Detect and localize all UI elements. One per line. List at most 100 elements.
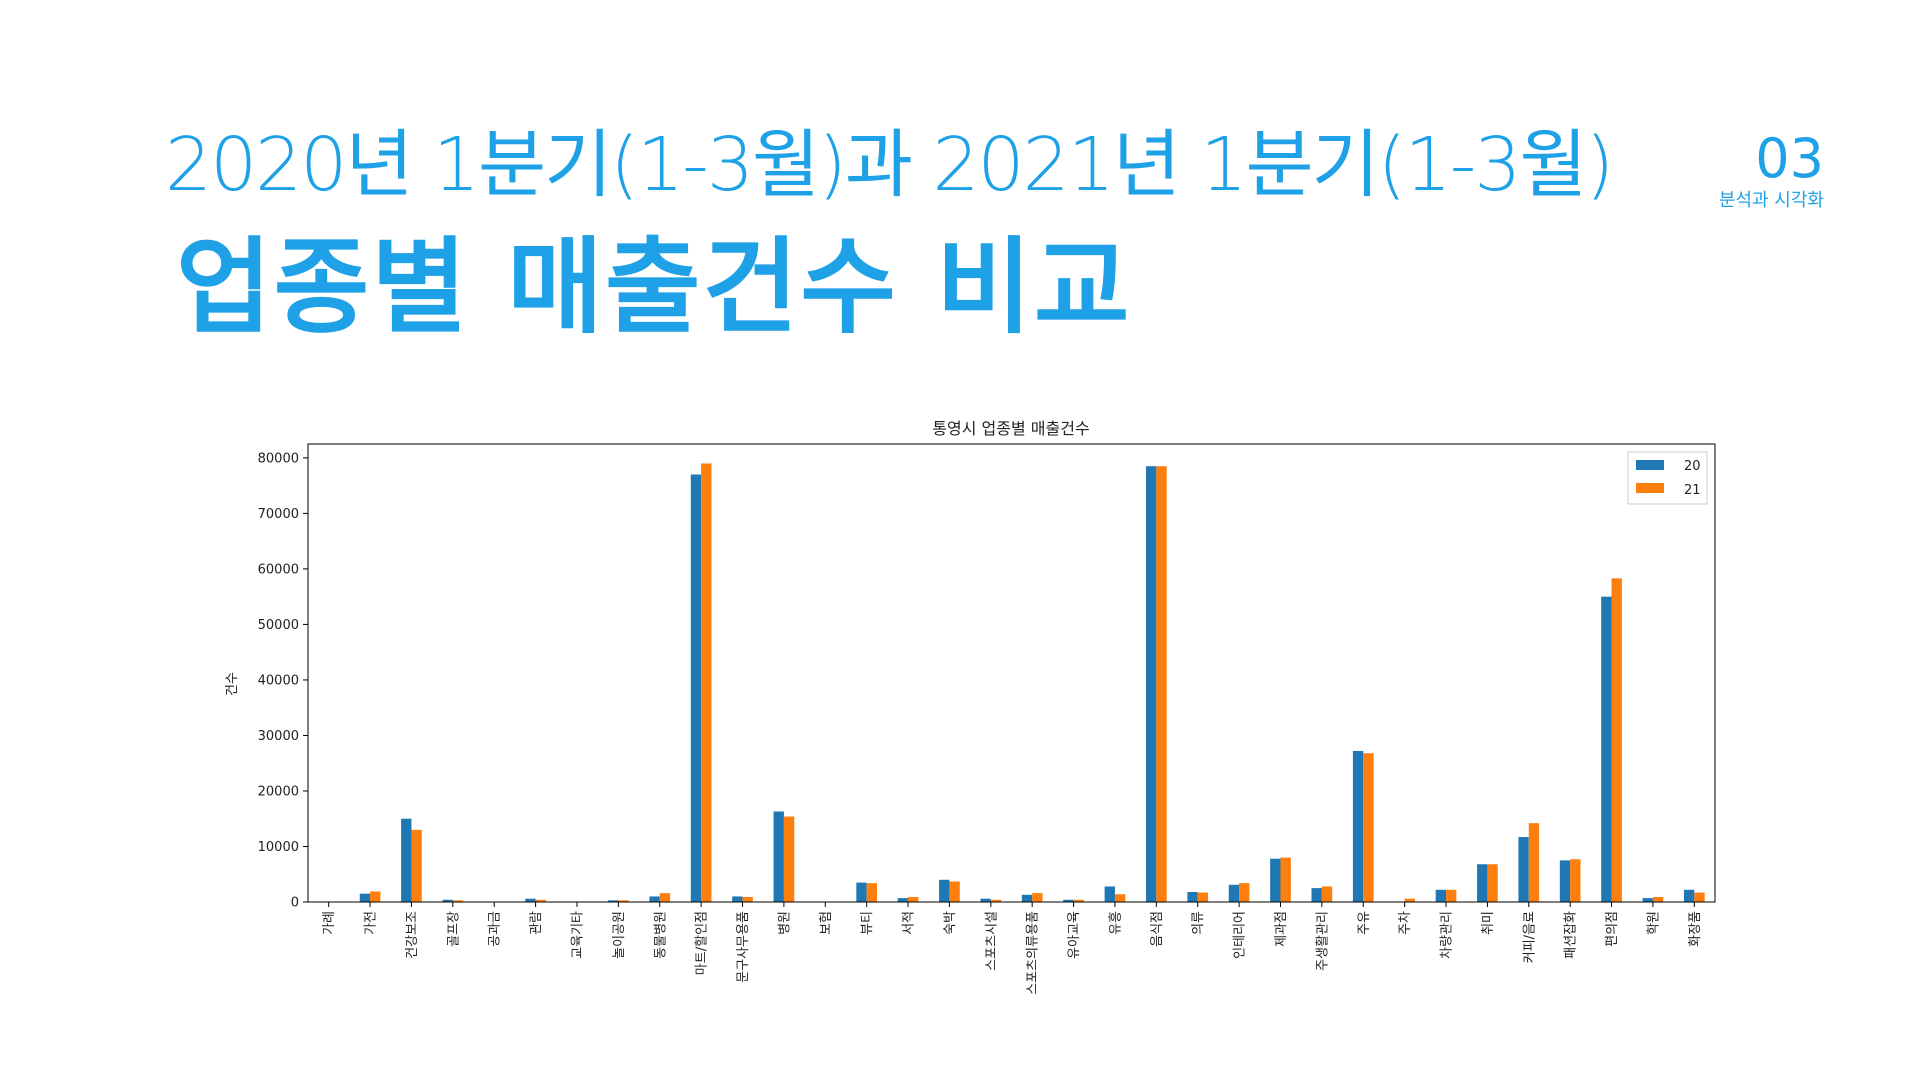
x-category-label: 커피/음료 [1522,911,1537,963]
bar-21-21 [1197,892,1209,902]
x-category-label: 교육기타 [570,911,585,959]
bar-21-27 [1446,889,1457,902]
chart-title: 통영시 업종별 매출건수 [932,419,1089,438]
bar-20-31 [1601,596,1612,902]
y-tick-label: 10000 [258,840,299,855]
x-category-label: 문구사무용품 [736,911,751,983]
bar-20-9 [690,474,702,902]
bar-20-32 [1642,898,1653,902]
x-category-label: 동물병원 [653,911,668,959]
bar-21-3 [452,900,464,902]
x-category-label: 마트/할인점 [695,911,710,975]
bar-20-3 [442,899,453,902]
x-category-label: 가전 [364,911,379,935]
bar-21-31 [1611,578,1622,902]
x-category-label: 주유 [1357,911,1372,935]
x-category-label: 패션잡화 [1564,911,1579,959]
y-tick-label: 70000 [258,507,299,522]
x-category-label: 차량관리 [1440,911,1455,959]
bar-20-15 [939,879,950,902]
bar-21-24 [1321,886,1333,902]
x-category-label: 의류 [1191,911,1206,935]
bar-20-7 [608,900,619,902]
legend-label-20: 20 [1684,459,1701,474]
bar-21-26 [1404,898,1415,902]
bar-20-11 [773,811,784,902]
bar-21-17 [1032,893,1043,902]
bar-20-5 [525,898,536,902]
x-category-label: 서적 [902,911,917,935]
x-category-label: 취미 [1481,911,1496,935]
legend-swatch-20 [1636,460,1664,470]
y-tick-label: 20000 [258,784,299,799]
x-category-label: 주차 [1398,911,1413,935]
x-category-label: 유흥 [1108,911,1123,935]
bar-21-2 [411,829,422,902]
x-category-label: 주생활관리 [1315,911,1330,971]
bar-21-25 [1363,753,1374,902]
bar-20-25 [1352,751,1364,902]
bar-21-32 [1652,897,1664,902]
bar-20-18 [1063,899,1074,902]
bar-21-5 [535,899,546,902]
bar-21-10 [742,897,753,902]
y-tick-label: 40000 [258,673,299,688]
x-category-label: 제과점 [1274,911,1289,947]
x-category-label: 보험 [819,911,834,935]
bar-21-28 [1487,864,1498,902]
bar-21-11 [783,816,795,902]
section-label: 분석과 시각화 [1718,190,1824,211]
legend-swatch-21 [1636,483,1664,493]
y-tick-label: 80000 [258,451,299,466]
bars-group [359,463,1705,902]
x-category-label: 골프장 [446,911,461,947]
legend-label-21: 21 [1684,483,1701,498]
bar-21-20 [1156,466,1167,902]
bar-20-27 [1435,889,1447,902]
bar-20-23 [1270,858,1281,902]
bar-21-1 [370,891,381,902]
ticks-group: 0 10000 20000 30000 40000 50000 60000 70000 8000… [258,451,308,911]
bar-21-19 [1114,894,1126,902]
bar-21-7 [618,900,629,902]
bar-20-21 [1187,892,1198,902]
bar-20-28 [1477,864,1488,902]
bar-21-13 [866,883,878,902]
bar-21-18 [1073,899,1084,902]
bar-20-22 [1228,884,1240,902]
bar-20-20 [1145,466,1157,902]
bar-21-16 [990,899,1002,902]
y-tick-label: 0 [291,896,299,911]
bar-21-30 [1570,859,1581,902]
x-category-label: 편의점 [1605,911,1620,947]
bar-20-29 [1518,837,1529,902]
bar-20-30 [1559,860,1571,902]
bar-20-24 [1311,888,1322,902]
y-tick-label: 60000 [258,562,299,577]
bar-21-33 [1694,892,1705,902]
x-category-label: 음식점 [1150,911,1165,947]
bar-21-15 [949,881,960,902]
bar-20-16 [980,898,991,902]
x-category-label: 스포츠의류용품 [1026,911,1041,995]
bar-21-14 [908,897,919,902]
bar-20-8 [649,896,660,902]
x-category-label: 유아교육 [1067,911,1082,959]
category-labels-group: 가례 가전 건강보조 골프장 공과금 관람 교육기타 놀이공원 동물병원 마트/할인점 문구사무용품… [322,902,1703,995]
bar-20-1 [359,893,371,902]
y-tick-label: 50000 [258,618,299,633]
bar-20-10 [732,896,743,902]
x-category-label: 병원 [777,911,792,935]
bar-20-17 [1021,894,1033,902]
x-category-label: 관람 [529,911,544,935]
bar-20-14 [897,898,909,902]
x-category-label: 학원 [1646,911,1661,935]
legend: 20 21 [1627,451,1708,505]
bar-21-23 [1280,857,1291,902]
bar-21-22 [1239,883,1250,902]
bar-20-2 [401,818,412,902]
bar-21-29 [1528,823,1540,902]
x-category-label: 인테리어 [1233,911,1248,959]
x-category-label: 건강보조 [405,911,420,959]
